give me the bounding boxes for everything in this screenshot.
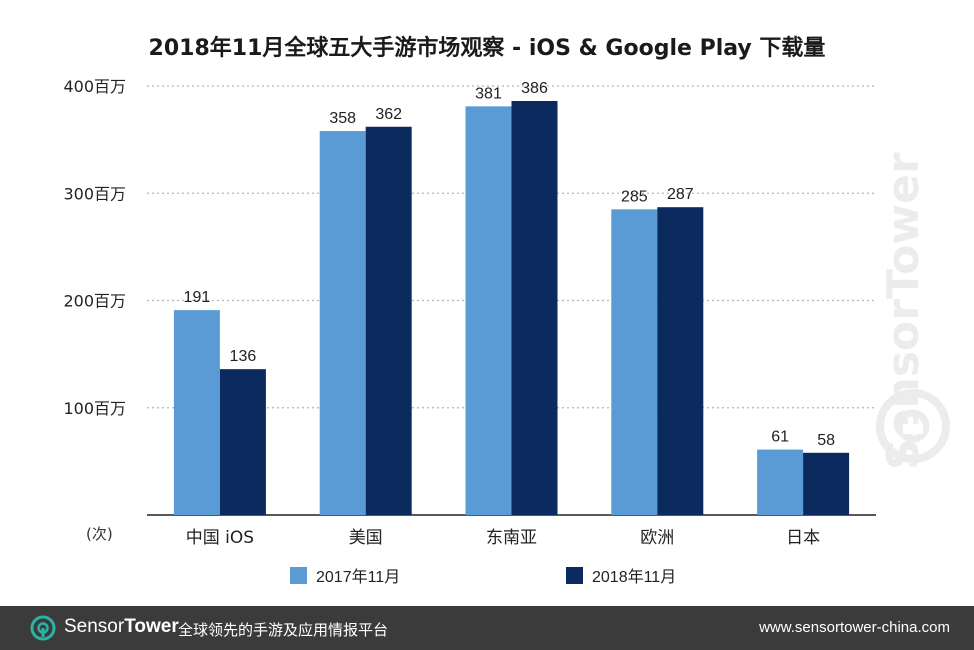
value-label-4-1: 58 [817, 432, 835, 449]
bar-0-0 [173, 310, 220, 515]
bar-1-1 [365, 126, 412, 515]
footer-brand-sensor: Sensor [64, 616, 125, 637]
x-category-label-2: 东南亚 [486, 528, 537, 548]
y-tick-label-100: 100百万 [63, 399, 126, 418]
bar-4-0 [757, 449, 804, 515]
bars [173, 101, 850, 516]
legend: 2017年11月 2018年11月 [290, 567, 676, 586]
y-unit-label: (次) [86, 525, 113, 543]
value-label-2-0: 381 [475, 85, 502, 102]
x-category-label-1: 美国 [349, 528, 383, 548]
bar-4-1 [803, 452, 850, 515]
footer-bar: SensorTower 全球领先的手游及应用情报平台 www.sensortow… [0, 606, 974, 650]
watermark: SensorTower [876, 152, 950, 470]
data-labels: 191 136 358 362 381 386 285 287 61 58 [184, 80, 836, 449]
y-tick-label-300: 300百万 [63, 184, 126, 203]
chart-title: 2018年11月全球五大手游市场观察 - iOS & Google Play 下… [148, 36, 826, 61]
y-tick-label-400: 400百万 [63, 77, 126, 96]
value-label-1-1: 362 [375, 106, 402, 123]
bar-2-0 [465, 106, 512, 515]
footer-brand-tower: Tower [124, 616, 179, 637]
bar-1-0 [319, 131, 366, 516]
value-label-0-0: 191 [184, 289, 211, 306]
legend-label-0: 2017年11月 [316, 568, 400, 586]
legend-swatch-0 [290, 567, 307, 584]
legend-swatch-1 [566, 567, 583, 584]
bar-3-0 [611, 209, 658, 515]
x-category-label-4: 日本 [786, 528, 820, 548]
value-label-0-1: 136 [230, 348, 257, 365]
footer-brand: SensorTower [64, 616, 179, 638]
bar-2-1 [511, 101, 558, 515]
x-category-label-0: 中国 iOS [186, 528, 254, 548]
watermark-logo-icon [876, 389, 950, 463]
value-label-3-0: 285 [621, 188, 648, 205]
x-category-label-3: 欧洲 [640, 528, 674, 548]
grid-lines [147, 85, 876, 409]
value-label-3-1: 287 [667, 186, 694, 203]
legend-label-1: 2018年11月 [592, 568, 676, 586]
sensortower-logo-icon [30, 615, 56, 641]
footer-url[interactable]: www.sensortower-china.com [759, 619, 950, 636]
value-label-2-1: 386 [521, 80, 548, 97]
chart-canvas: SensorTower 100百万 200百万 300百万 400百万 (次) 中国 iO… [63, 77, 950, 586]
value-label-4-0: 61 [771, 429, 789, 446]
bar-3-1 [657, 207, 704, 515]
footer-tagline: 全球领先的手游及应用情报平台 [178, 621, 389, 639]
bar-0-1 [219, 369, 266, 515]
value-label-1-0: 358 [329, 110, 356, 127]
y-tick-label-200: 200百万 [63, 292, 126, 311]
